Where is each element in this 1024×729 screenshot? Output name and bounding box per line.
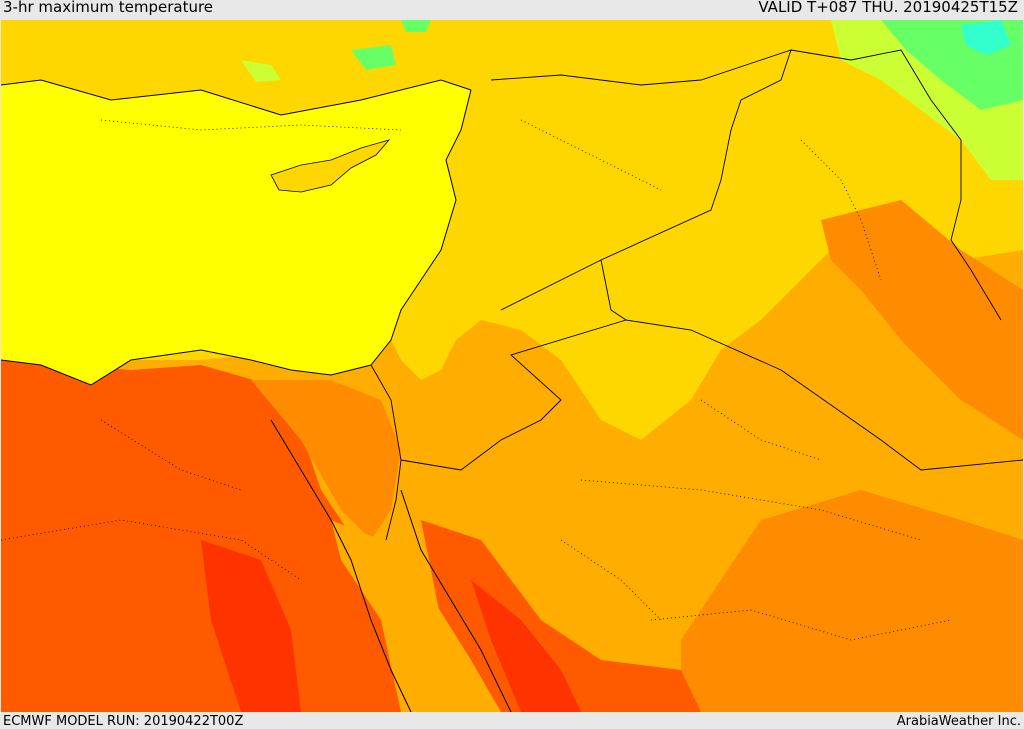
border-egypt-israel [370,364,402,541]
credit-label: ArabiaWeather Inc. [896,714,1021,729]
temperature-map-canvas [1,20,1023,712]
map-footer: ECMWF MODEL RUN: 20190422T00Z ArabiaWeat… [0,712,1024,729]
cool-region-turkey-3 [401,20,431,32]
border-syria-iraq [490,49,792,311]
coastline-red-sea-west [270,419,412,712]
peak-region-egypt [201,540,301,712]
coastline-turkey [1,79,472,116]
coldest-region-peak [961,20,1011,55]
border-iraq-iran [790,49,1002,321]
extreme-region-hejaz [421,520,701,712]
map-header: 3-hr maximum temperature VALID T+087 THU… [0,0,1024,20]
extreme-region-egypt [1,360,401,712]
red-sea [331,520,501,712]
very-hot-region-sinai [251,380,401,540]
coastline-red-sea-east [400,489,512,712]
cyprus-island [270,139,391,193]
model-run-label: ECMWF MODEL RUN: 20190422T00Z [3,714,244,729]
temperature-map [1,20,1023,712]
valid-time-label: VALID T+087 THU. 20190425T15Z [758,0,1018,16]
very-hot-region-iraq [821,200,1023,440]
province-borders [1,119,952,641]
map-title: 3-hr maximum temperature [3,0,214,16]
border-jordan-saudi [400,259,628,471]
very-hot-region-arabia [681,490,1023,712]
peak-region-hejaz [471,580,581,712]
cool-region-turkey-2 [351,45,396,70]
cool-region-turkey-coast [241,60,281,82]
border-iraq-saudi [625,319,1023,471]
